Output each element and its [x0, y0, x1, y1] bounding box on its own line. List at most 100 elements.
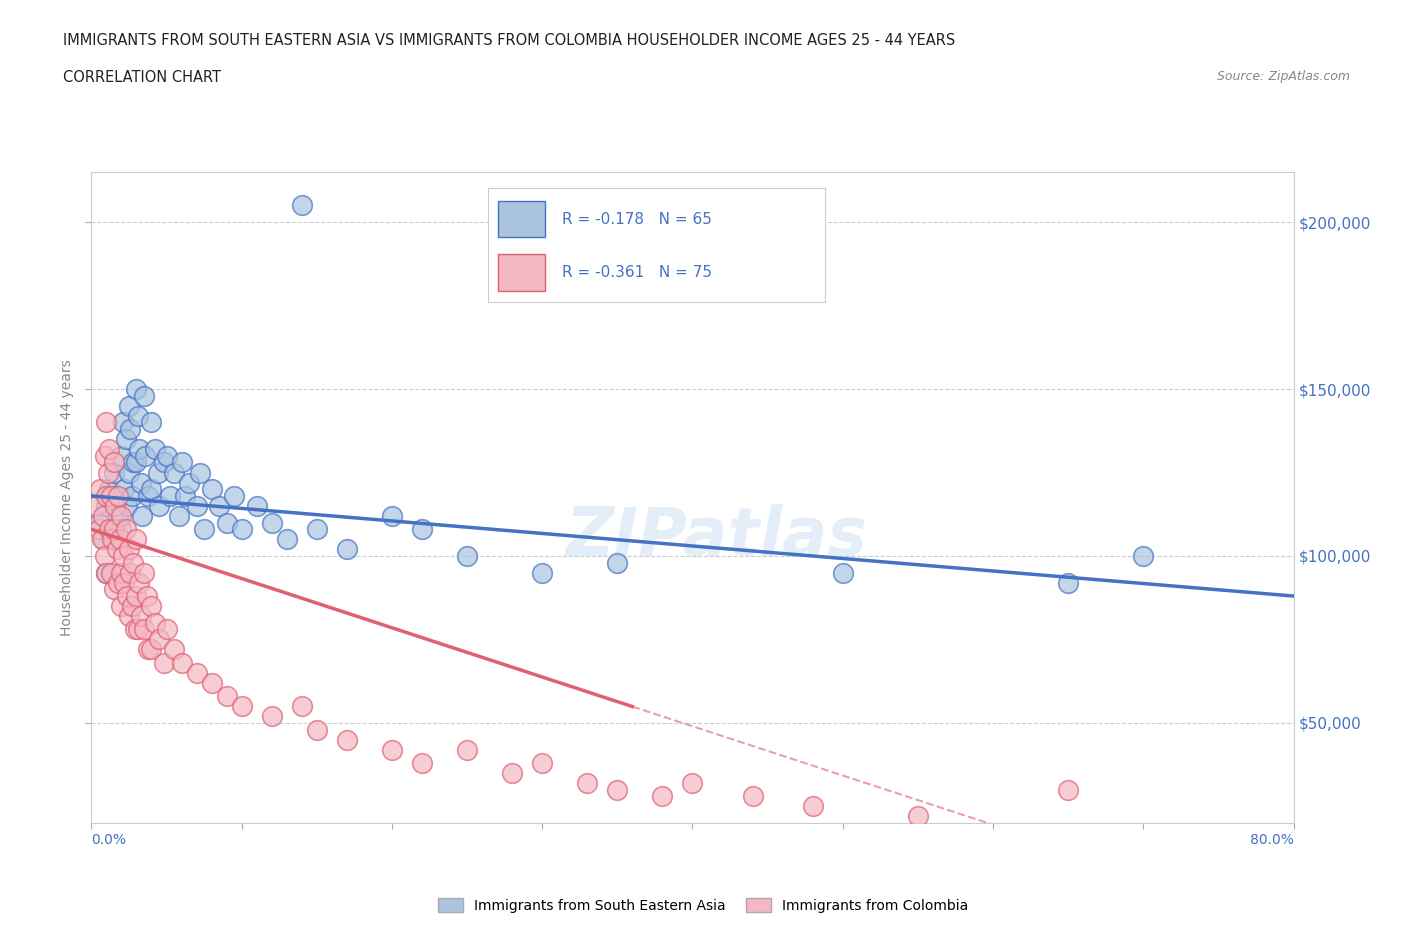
Point [741, 789, 763, 804]
Point [127, 408, 149, 423]
Point [129, 608, 152, 623]
Point [110, 448, 132, 463]
Point [122, 555, 145, 570]
Text: 80.0%: 80.0% [1250, 833, 1294, 847]
Legend: Immigrants from South Eastern Asia, Immigrants from Colombia: Immigrants from South Eastern Asia, Immi… [432, 893, 974, 919]
Point [111, 549, 134, 564]
Text: 0.0%: 0.0% [91, 833, 127, 847]
Point [224, 488, 246, 503]
Point [531, 565, 554, 580]
Point [163, 642, 186, 657]
Point [167, 509, 190, 524]
Point [127, 622, 149, 637]
Point [143, 616, 166, 631]
Point [114, 576, 136, 591]
Point [87, 515, 110, 530]
Point [138, 642, 160, 657]
Point [128, 442, 150, 457]
Text: IMMIGRANTS FROM SOUTH EASTERN ASIA VS IMMIGRANTS FROM COLOMBIA HOUSEHOLDER INCOM: IMMIGRANTS FROM SOUTH EASTERN ASIA VS IM… [63, 33, 956, 47]
Point [105, 542, 128, 557]
Point [188, 465, 211, 480]
Point [87, 522, 110, 537]
Point [104, 498, 127, 513]
Point [215, 689, 238, 704]
Point [456, 742, 478, 757]
Text: Source: ZipAtlas.com: Source: ZipAtlas.com [1216, 70, 1350, 83]
Point [291, 198, 314, 213]
Point [107, 576, 129, 591]
Point [155, 622, 177, 637]
Point [1057, 576, 1080, 591]
Point [831, 565, 853, 580]
Point [152, 656, 174, 671]
Point [305, 522, 328, 537]
Point [231, 522, 253, 537]
Point [336, 542, 359, 557]
Point [606, 782, 628, 797]
Point [141, 415, 163, 430]
Point [101, 532, 124, 547]
Point [132, 565, 155, 580]
Point [94, 549, 117, 564]
Point [177, 475, 200, 490]
Point [132, 389, 155, 404]
Point [134, 448, 156, 463]
Point [170, 455, 193, 470]
Point [100, 565, 122, 580]
Point [125, 589, 148, 604]
Point [801, 799, 824, 814]
Point [208, 498, 231, 513]
Point [148, 498, 170, 513]
Point [173, 488, 195, 503]
Point [152, 455, 174, 470]
Point [136, 589, 159, 604]
Point [215, 515, 238, 530]
Point [606, 555, 628, 570]
Point [97, 465, 120, 480]
Point [260, 515, 283, 530]
Point [193, 522, 215, 537]
Point [100, 488, 122, 503]
Point [1057, 782, 1080, 797]
Point [186, 665, 208, 680]
Point [381, 742, 404, 757]
Point [456, 549, 478, 564]
Point [125, 381, 148, 396]
Point [118, 398, 141, 413]
Point [90, 532, 112, 547]
Point [128, 576, 150, 591]
Point [107, 509, 129, 524]
Point [146, 465, 169, 480]
Point [201, 482, 224, 497]
Point [93, 509, 115, 524]
Point [129, 475, 152, 490]
Point [103, 582, 125, 597]
Point [907, 809, 929, 824]
Point [98, 522, 121, 537]
Point [141, 599, 163, 614]
Point [103, 532, 125, 547]
Point [501, 765, 523, 780]
Point [381, 509, 404, 524]
Point [231, 698, 253, 713]
Point [411, 522, 433, 537]
Point [96, 565, 118, 580]
Point [276, 532, 298, 547]
Point [681, 776, 703, 790]
Point [291, 698, 314, 713]
Point [89, 482, 111, 497]
Point [186, 498, 208, 513]
Point [141, 482, 163, 497]
Point [120, 421, 142, 436]
Point [155, 448, 177, 463]
Point [138, 488, 160, 503]
Point [118, 542, 141, 557]
Point [96, 488, 118, 503]
Text: CORRELATION CHART: CORRELATION CHART [63, 70, 221, 85]
Point [115, 432, 138, 446]
Point [651, 789, 673, 804]
Point [143, 442, 166, 457]
Point [93, 532, 115, 547]
Point [141, 642, 163, 657]
Point [94, 448, 117, 463]
